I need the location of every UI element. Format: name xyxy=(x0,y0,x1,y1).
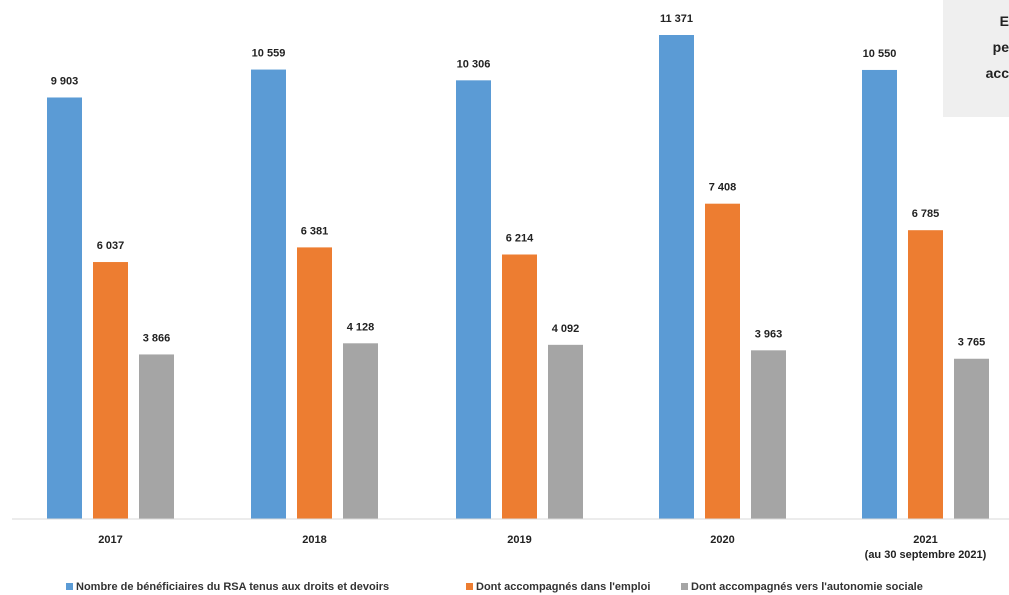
category-tick-label: 2019 xyxy=(507,534,531,546)
category-tick-label: 2021 xyxy=(913,534,937,546)
callout-box: Epe acc xyxy=(943,0,1009,117)
bar xyxy=(297,247,332,519)
value-label: 10 559 xyxy=(252,48,286,60)
legend-swatch xyxy=(66,583,73,590)
value-label: 11 371 xyxy=(660,13,693,25)
value-label: 10 550 xyxy=(863,48,897,60)
value-label: 7 408 xyxy=(709,182,737,194)
callout-text-line: E xyxy=(1000,13,1009,29)
bar xyxy=(139,354,174,519)
legend-label: Nombre de bénéficiaires du RSA tenus aux… xyxy=(76,581,389,593)
bar xyxy=(343,343,378,519)
bar xyxy=(502,254,537,519)
bar xyxy=(908,230,943,519)
callout-background xyxy=(943,0,1009,117)
bar xyxy=(456,80,491,519)
category-tick-label: 2017 xyxy=(98,534,122,546)
value-label: 4 092 xyxy=(552,323,580,335)
bars-group: 9 903 6 037 3 866 10 559 6 381 4 128 10 306 6 2… xyxy=(47,13,989,520)
category-tick-sublabel: (au 30 septembre 2021) xyxy=(865,549,987,561)
bar xyxy=(659,35,694,519)
bar xyxy=(862,69,897,520)
bar xyxy=(705,203,740,519)
value-label: 9 903 xyxy=(51,75,79,87)
bar xyxy=(93,262,128,519)
category-tick-label: 2020 xyxy=(710,534,734,546)
value-label: 3 963 xyxy=(755,328,783,340)
bar xyxy=(954,358,989,519)
value-label: 10 306 xyxy=(457,58,491,70)
category-ticks: 2017 2018 2019 2020 2021 (au 30 septembre 202… xyxy=(98,534,986,561)
category-tick-label: 2018 xyxy=(302,534,326,546)
bar xyxy=(548,344,583,519)
callout-text-line: acc xyxy=(986,65,1009,81)
bar xyxy=(751,350,786,519)
callout-text-line: pe xyxy=(993,39,1009,55)
value-label: 6 381 xyxy=(301,225,329,237)
value-label: 3 765 xyxy=(958,337,986,349)
bar xyxy=(47,97,82,520)
bar xyxy=(251,69,286,519)
legend-label: Dont accompagnés vers l'autonomie social… xyxy=(691,581,923,593)
legend-swatch xyxy=(681,583,688,590)
value-label: 4 128 xyxy=(347,321,375,333)
legend-swatch xyxy=(466,583,473,590)
legend: Nombre de bénéficiaires du RSA tenus aux… xyxy=(66,581,923,593)
legend-label: Dont accompagnés dans l'emploi xyxy=(476,581,650,593)
value-label: 3 866 xyxy=(143,332,171,344)
value-label: 6 037 xyxy=(97,240,125,252)
value-label: 6 214 xyxy=(506,233,534,245)
value-label: 6 785 xyxy=(912,208,940,220)
